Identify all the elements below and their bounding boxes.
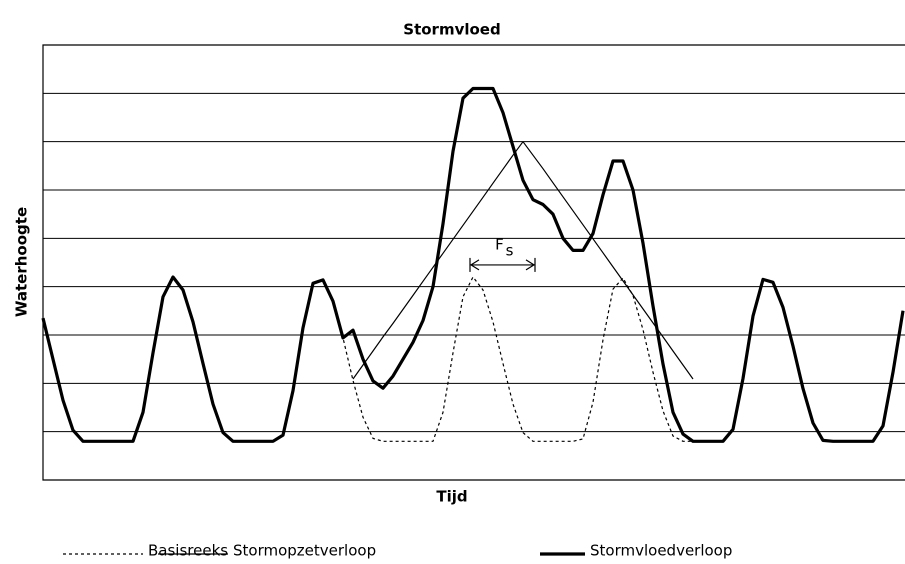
annotation-text: F — [495, 235, 504, 253]
y-axis-label: Waterhoogte — [13, 207, 31, 317]
series-line — [41, 86, 905, 443]
series-line — [42, 276, 904, 442]
legend-label: Stormvloedverloop — [590, 542, 732, 560]
annotation-head — [525, 259, 536, 271]
annotation-head — [469, 259, 480, 271]
series-line — [352, 141, 694, 380]
x-axis-label: Tijd — [436, 488, 467, 506]
plot-frame — [42, 44, 905, 481]
chart-title: Stormvloed — [403, 21, 500, 39]
legend-label: Basisreeks — [148, 542, 228, 560]
annotation-subscript: s — [506, 241, 514, 259]
legend-label: Stormopzetverloop — [233, 542, 376, 560]
